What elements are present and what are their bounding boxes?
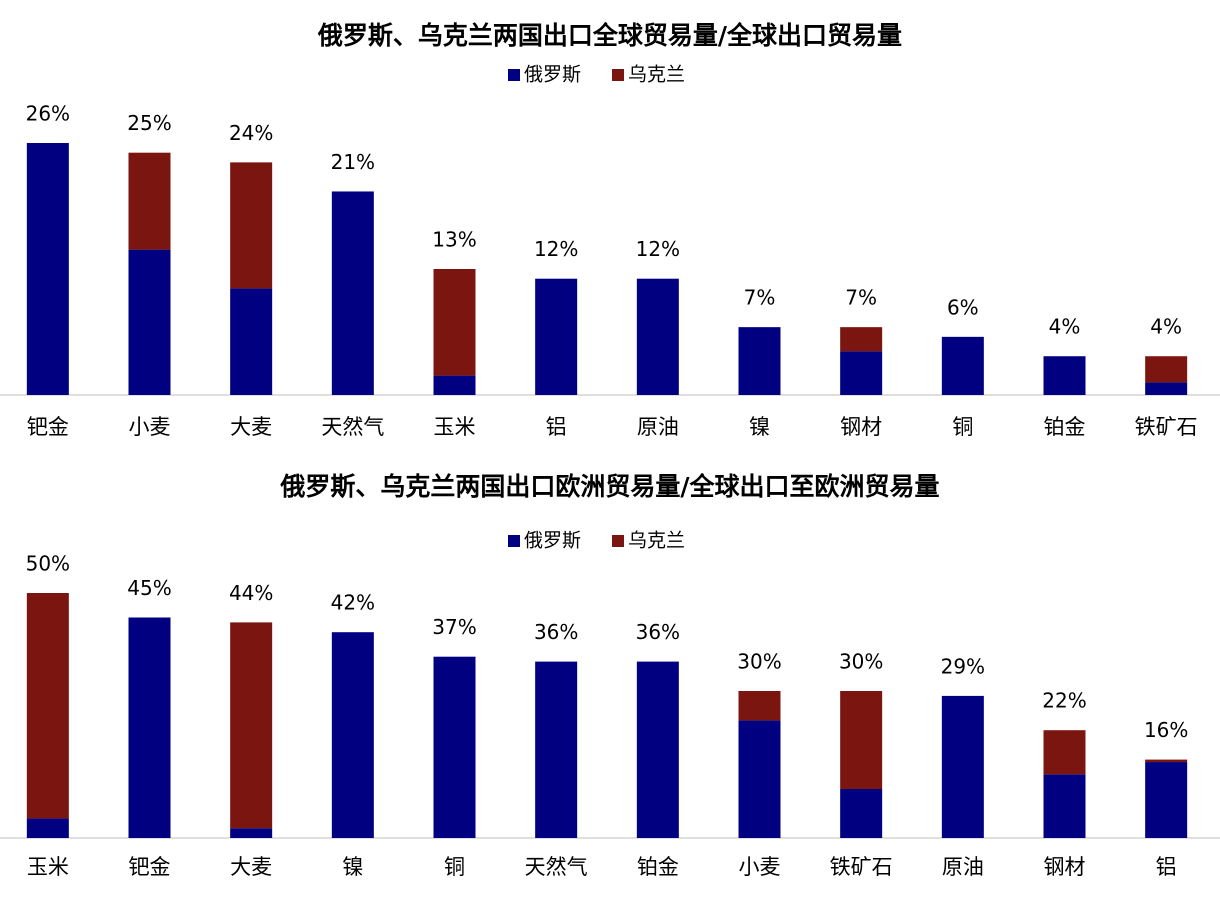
x-tick-label: 铝 [546,415,567,439]
bar-segment [840,691,883,789]
value-label: 4% [1049,315,1081,339]
bar-segment [941,336,984,395]
bar-segment [128,152,171,250]
bar-segment [1043,730,1086,775]
x-tick-label: 玉米 [434,415,476,439]
bar-segment [1145,356,1188,383]
x-tick-label: 钢材 [1044,855,1086,879]
bar-segment [840,327,883,352]
value-label: 6% [947,295,979,319]
x-tick-label: 大麦 [230,855,272,879]
x-tick-label: 铁矿石 [1135,415,1198,439]
value-label: 42% [331,591,375,615]
legend-swatch [508,69,520,81]
x-tick-label: 钯金 [129,855,171,879]
bar-segment [26,143,69,395]
x-tick-label: 大麦 [230,415,272,439]
legend-swatch [612,69,624,81]
bar-segment [230,288,273,395]
value-label: 44% [229,581,273,605]
value-label: 26% [26,102,70,126]
x-tick-label: 原油 [942,855,984,879]
value-label: 25% [127,111,171,135]
bar-segment [433,375,476,395]
bar-segment [128,617,171,838]
bar-segment [331,632,374,838]
bar-segment [331,191,374,395]
bar-segment [128,249,171,395]
value-label: 12% [534,237,578,261]
value-label: 36% [534,620,578,644]
bar-segment [535,278,578,395]
legend-label: 乌克兰 [628,64,685,86]
value-label: 37% [432,615,476,639]
value-label: 7% [744,286,776,310]
bar-segment [230,828,273,838]
x-tick-label: 原油 [637,415,679,439]
legend-label: 俄罗斯 [524,530,581,552]
bar-segment [1145,759,1188,763]
x-tick-label: 天然气 [525,855,588,879]
bar-segment [230,622,273,829]
value-label: 22% [1042,689,1086,713]
x-tick-label: 铂金 [1044,415,1086,439]
bar-segment [1145,762,1188,838]
x-tick-label: 铂金 [637,855,679,879]
x-tick-label: 钢材 [840,415,882,439]
value-label: 29% [941,654,985,678]
legend-label: 乌克兰 [628,530,685,552]
chart-title: 俄罗斯、乌克兰两国出口欧洲贸易量/全球出口至欧洲贸易量 [279,472,939,501]
legend-swatch [612,535,624,547]
legend-swatch [508,535,520,547]
bar-segment [840,351,883,395]
x-tick-label: 天然气 [321,415,384,439]
value-label: 45% [127,576,171,600]
value-label: 36% [636,620,680,644]
bar-segment [1043,774,1086,838]
bar-segment [636,661,679,838]
x-tick-label: 铜 [444,855,465,879]
x-tick-label: 铜 [952,415,973,439]
value-label: 30% [737,650,781,674]
bar-segment [738,720,781,838]
value-label: 12% [636,237,680,261]
bar-segment [636,278,679,395]
value-label: 13% [432,228,476,252]
value-label: 50% [26,552,70,576]
value-label: 7% [845,286,877,310]
chart-title: 俄罗斯、乌克兰两国出口全球贸易量/全球出口贸易量 [317,21,902,50]
x-tick-label: 铝 [1156,855,1177,879]
legend-label: 俄罗斯 [524,64,581,86]
x-tick-label: 镍 [749,415,770,439]
bar-segment [535,661,578,838]
bar-segment [738,691,781,721]
value-label: 30% [839,650,883,674]
bar-segment [1145,382,1188,395]
bar-segment [433,656,476,838]
value-label: 4% [1150,315,1182,339]
x-tick-label: 小麦 [129,415,171,439]
bar-segment [1043,356,1086,395]
bar-segment [230,162,273,289]
x-tick-label: 镍 [342,855,363,879]
bar-segment [26,818,69,838]
bar-segment [433,269,476,376]
x-tick-label: 铁矿石 [830,855,893,879]
bar-segment [738,327,781,395]
value-label: 21% [331,150,375,174]
bar-segment [941,695,984,838]
bar-segment [840,789,883,838]
bar-segment [26,593,69,819]
value-label: 24% [229,121,273,145]
value-label: 16% [1144,718,1188,742]
x-tick-label: 玉米 [27,855,69,879]
x-tick-label: 小麦 [739,855,781,879]
x-tick-label: 钯金 [27,415,69,439]
